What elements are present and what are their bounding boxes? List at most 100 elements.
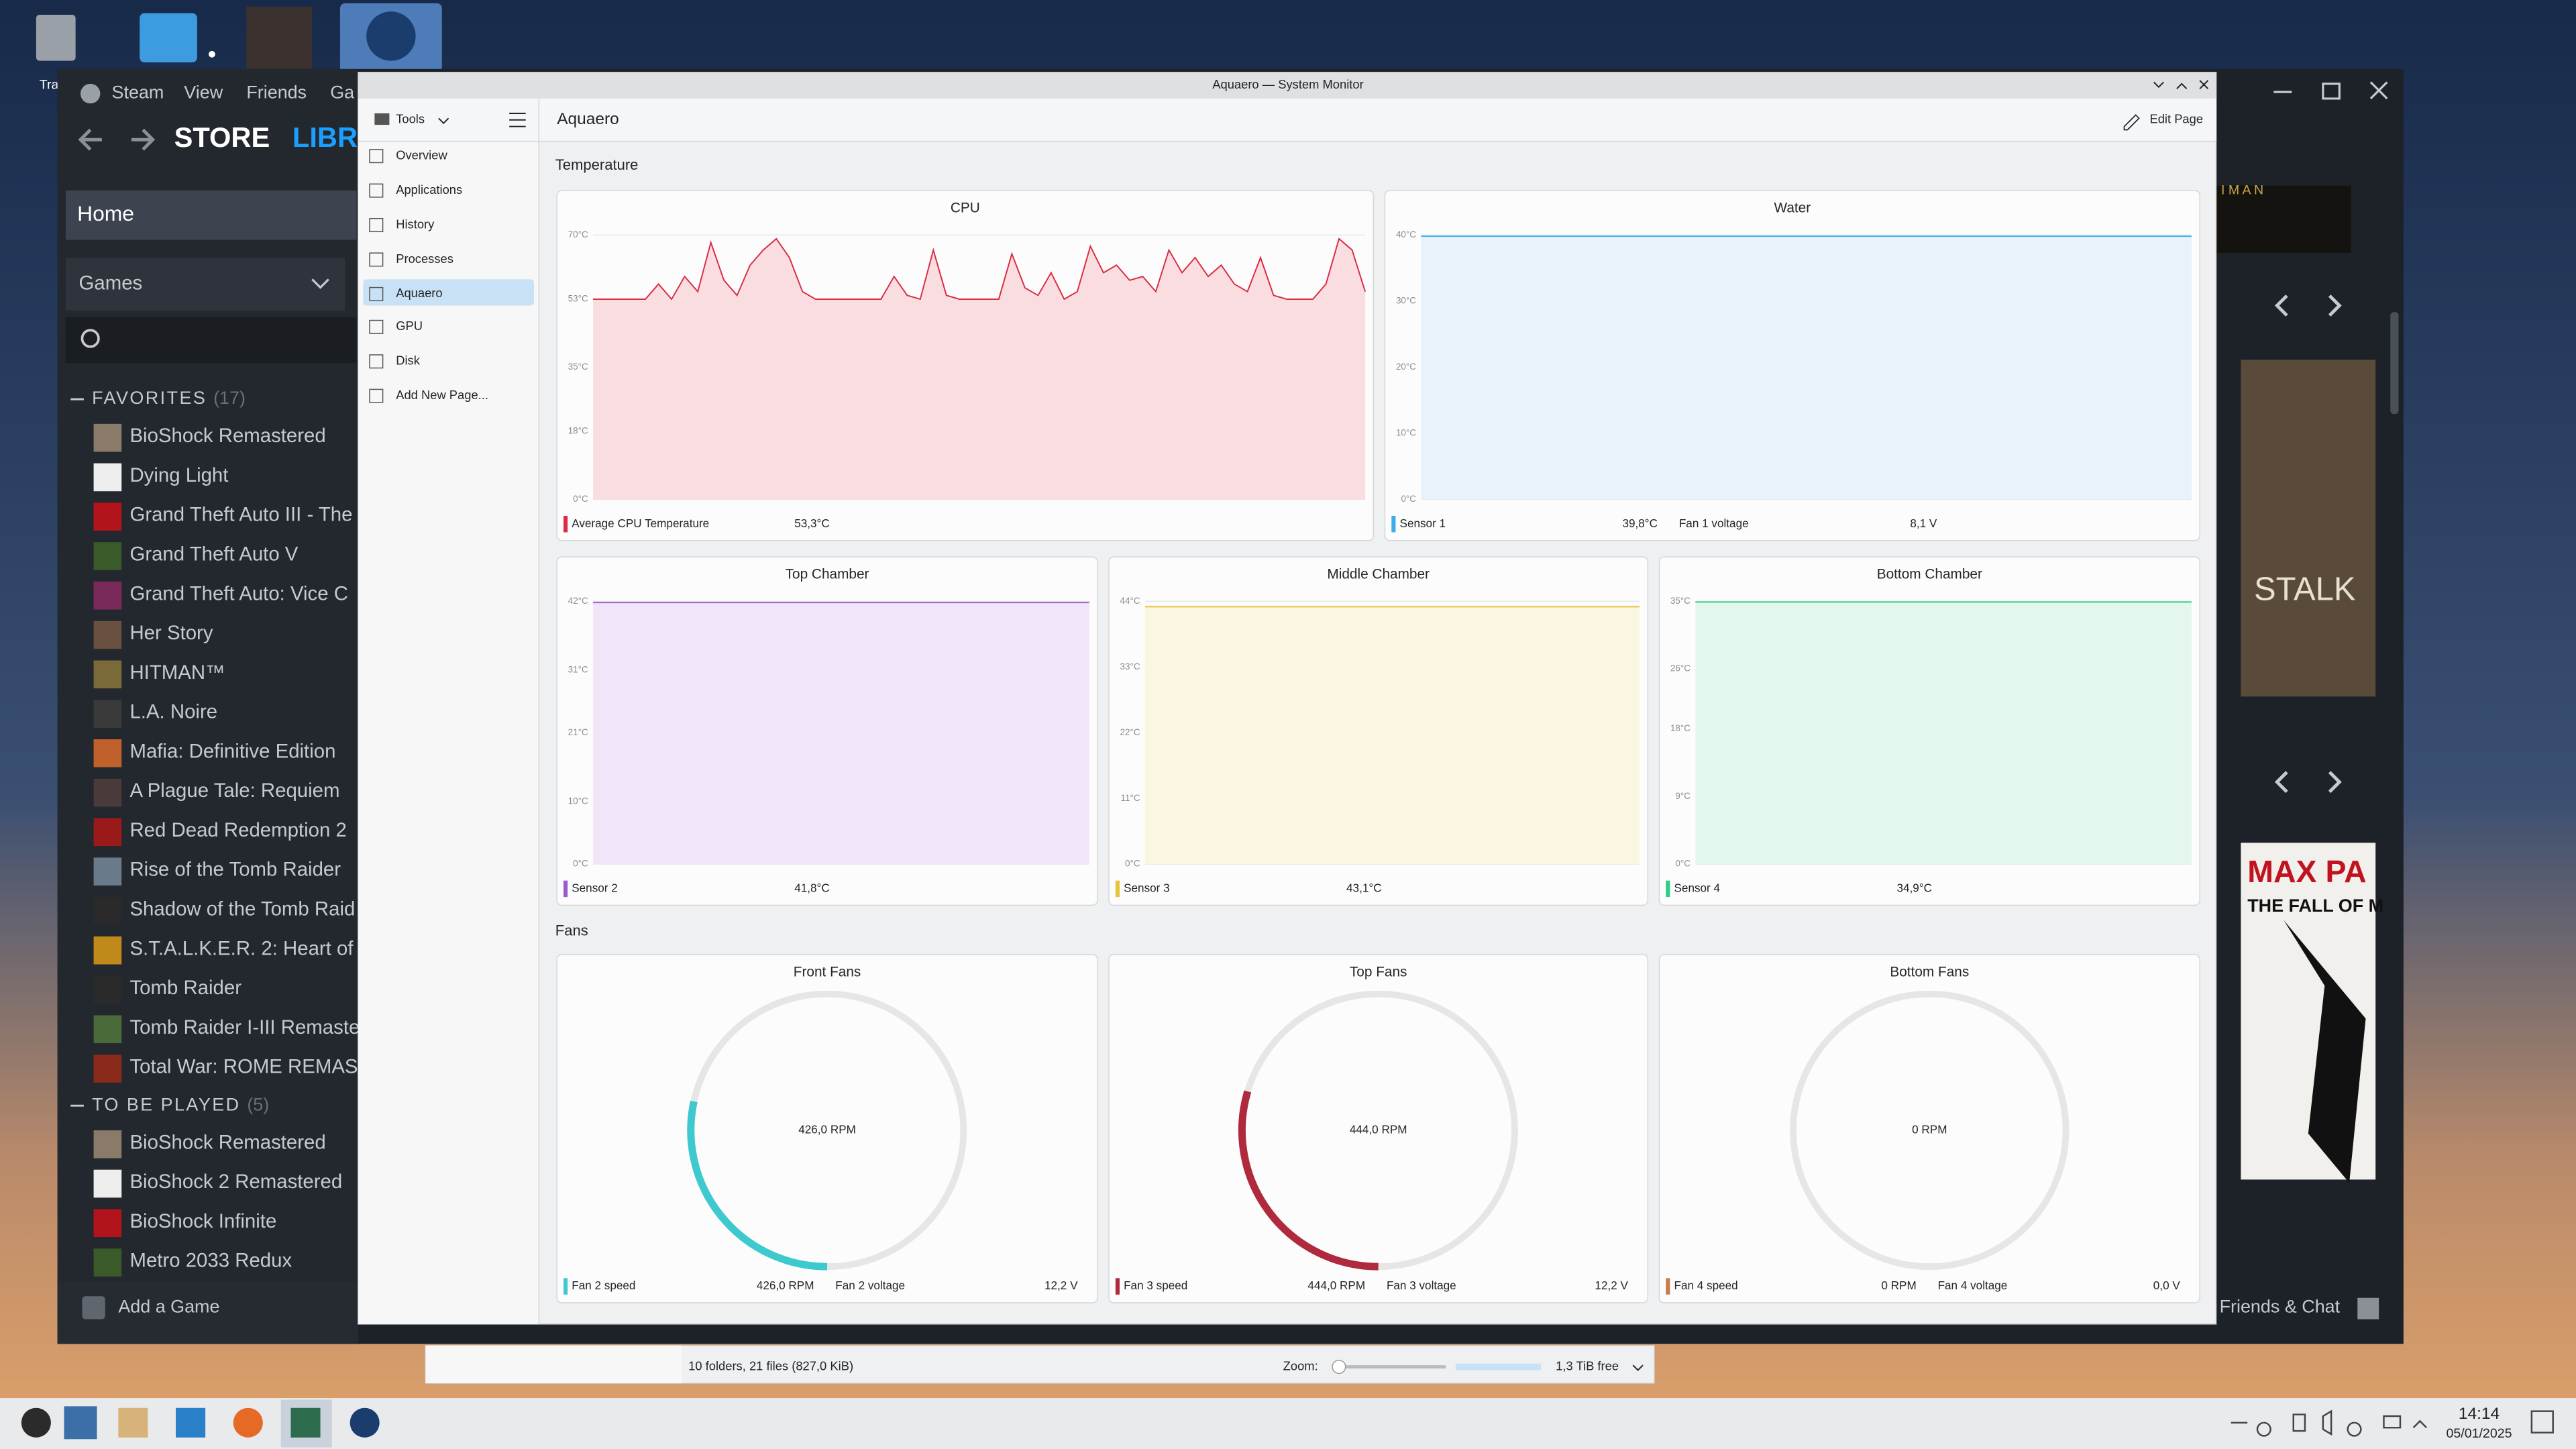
game-title[interactable]: S.T.A.L.K.E.R. 2: Heart of [129,937,354,959]
metro-icon[interactable] [246,6,313,69]
game-icon [93,897,122,925]
group-header[interactable]: TO BE PLAYED [92,1094,240,1114]
add-game[interactable]: Add a Game [118,1296,219,1316]
trash-label: Tra [40,78,59,93]
y-tick-label: 44°C [1120,596,1140,606]
game-title[interactable]: HITMAN™ [129,661,225,684]
system-monitor-window: Aquaero — System Monitor Tools Aquaero E… [358,72,2217,1325]
legend-value: 0 RPM [1881,1279,1916,1292]
game-title[interactable]: Metro 2033 Redux [129,1250,292,1272]
card-title: Bottom Fans [1890,964,1969,979]
game-title[interactable]: Her Story [129,622,213,644]
launcher[interactable] [21,1407,51,1438]
edit-page[interactable]: Edit Page [2149,112,2203,126]
card [1108,954,1649,1303]
game-title[interactable]: Tomb Raider [129,977,241,999]
page-icon [369,319,384,334]
header [358,98,2216,142]
menu-item[interactable]: Friends [246,83,307,103]
nav-arrows[interactable] [78,128,156,151]
sidebar-item[interactable]: Add New Page... [396,388,488,402]
y-tick-label: 22°C [1120,727,1140,737]
tools-button[interactable]: Tools [396,112,425,126]
tray-icons[interactable] [2231,1409,2428,1437]
show-desktop[interactable] [2530,1410,2554,1434]
game-title[interactable]: BioShock 2 Remastered [129,1171,342,1193]
y-tick-label: 30°C [1396,295,1416,305]
legend-value: 39,8°C [1622,517,1658,530]
home-label[interactable]: Home [77,201,134,225]
game-title[interactable]: BioShock Remastered [129,1131,325,1153]
page-icon [369,252,384,267]
y-tick-label: 20°C [1396,362,1416,372]
game-title[interactable]: Grand Theft Auto V [129,543,298,566]
window-controls[interactable] [2273,81,2388,100]
search-box[interactable] [65,317,357,364]
sidebar-item[interactable]: Aquaero [396,286,442,300]
home-bar[interactable] [65,191,357,240]
area [593,602,1089,865]
zoom-handle[interactable] [1332,1360,1346,1375]
game-title[interactable]: Mafia: Definitive Edition [129,740,335,762]
game-icon [93,1055,122,1083]
dot [209,50,215,58]
friends-chat[interactable]: Friends & Chat [2220,1296,2341,1316]
y-tick-label: 70°C [568,229,588,239]
game-title[interactable]: Grand Theft Auto: Vice C [129,582,347,604]
game-title[interactable]: Rise of the Tomb Raider [129,859,341,881]
game-icon [93,463,122,492]
sidebar-item[interactable]: Applications [396,182,462,197]
sidebar-item[interactable]: Processes [396,252,453,266]
task-icon[interactable] [118,1407,148,1438]
game-title[interactable]: BioShock Infinite [129,1210,276,1232]
card-title: Front Fans [794,964,861,979]
menu-item[interactable]: Steam [112,83,164,103]
game-title[interactable]: Dying Light [129,464,228,486]
sidebar-selection [363,279,534,306]
y-tick-label: 10°C [1396,427,1416,437]
home-folder-icon[interactable] [140,13,197,63]
legend-value: 426,0 RPM [757,1279,814,1292]
friends-icon[interactable] [2357,1297,2379,1320]
scrollbar [2390,312,2399,415]
game-title[interactable]: L.A. Noire [129,701,217,723]
game-title[interactable]: BioShock Remastered [129,425,325,447]
card-title: Middle Chamber [1327,567,1430,582]
y-tick-label: 18°C [568,426,588,436]
window-buttons[interactable] [2153,80,2209,89]
card-title: CPU [951,201,980,216]
game-icon [93,1169,122,1198]
file-manager-strip: 10 folders, 21 files (827,0 KiB) Zoom: 1… [425,1345,1655,1384]
sidebar-item[interactable]: Overview [396,148,447,162]
task-icon[interactable] [176,1407,206,1438]
games-dropdown[interactable] [65,258,345,311]
game-title[interactable]: Red Dead Redemption 2 [129,819,346,841]
group-count: (5) [247,1094,269,1114]
menu-item[interactable]: View [184,83,223,103]
task-icon[interactable] [64,1406,97,1440]
trash-icon[interactable] [36,15,76,61]
bottom-bar [57,1281,358,1344]
steam-icon[interactable] [350,1407,380,1438]
group-header[interactable]: FAVORITES [92,388,207,408]
y-tick-label: 40°C [1396,229,1416,239]
legend-name: Sensor 3 [1124,881,1170,894]
chevron[interactable] [1632,1364,1644,1371]
game-title[interactable]: Shadow of the Tomb Raid [129,898,355,920]
carousel-arrows[interactable] [2274,294,2342,794]
menu-item[interactable]: Ga [330,83,354,103]
game-title[interactable]: Total War: ROME REMAS [129,1056,358,1078]
sidebar-item[interactable]: History [396,217,435,231]
menu-icons[interactable] [438,113,526,127]
sidebar-item[interactable]: GPU [396,319,423,333]
add-icon[interactable] [82,1296,105,1320]
game-title[interactable]: Grand Theft Auto III - The [129,504,352,526]
nav-store[interactable]: STORE [174,121,270,153]
games-label[interactable]: Games [79,272,143,294]
firefox-icon[interactable] [233,1407,263,1438]
y-tick-label: 10°C [568,796,588,806]
sidebar-item[interactable]: Disk [396,354,421,368]
game-title[interactable]: Tomb Raider I-III Remaste [129,1016,360,1038]
game-title[interactable]: A Plague Tale: Requiem [129,780,339,802]
